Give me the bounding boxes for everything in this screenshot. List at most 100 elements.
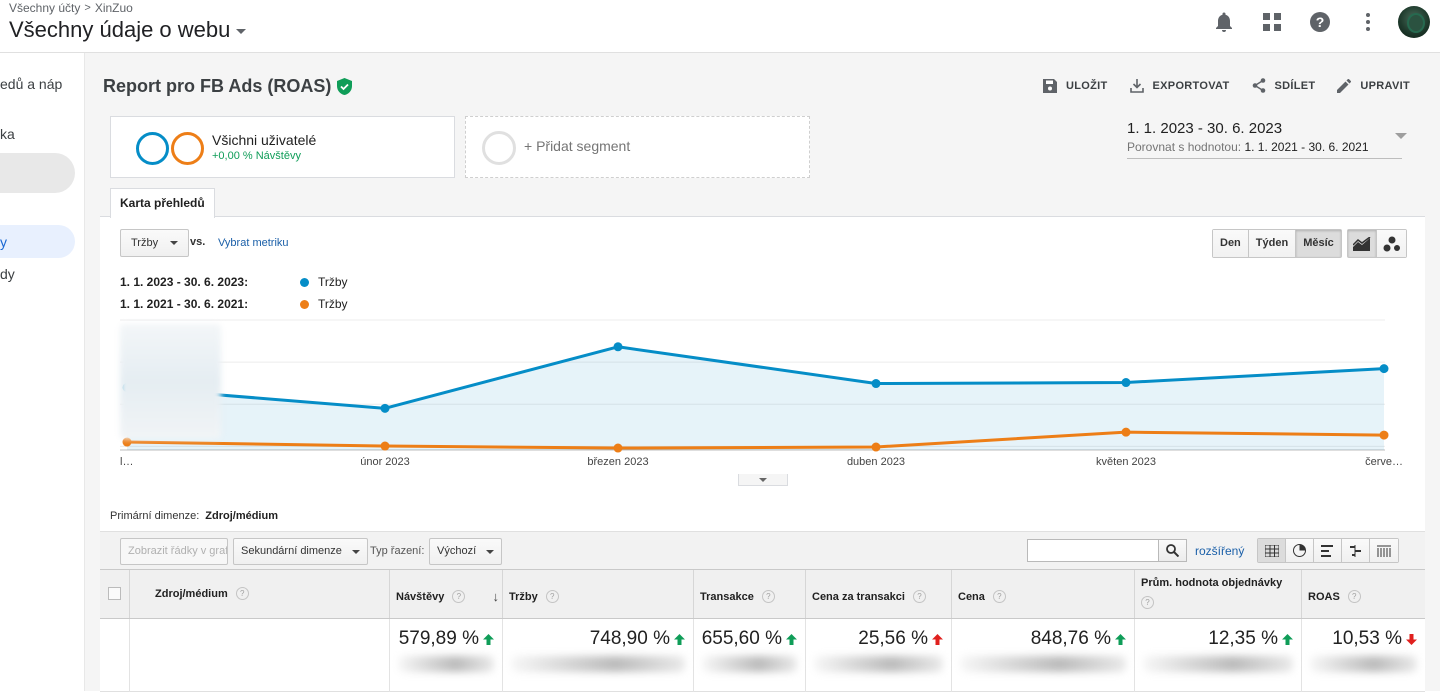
sort-type-select[interactable]: Výchozí — [429, 538, 503, 565]
bell-icon[interactable] — [1212, 10, 1236, 34]
total-cost-cell: 848,76 % — [952, 619, 1135, 692]
report-actions: ULOŽIT EXPORTOVAT SDÍLET UPRAVIT — [1043, 78, 1410, 93]
data-table: Zdroj/médium? Návštěvy? ↓ Tržby? Transakc… — [100, 569, 1425, 692]
breadcrumb-separator: > — [84, 2, 91, 14]
total-cost-per-transaction-cell: 25,56 % — [806, 619, 952, 692]
help-icon[interactable]: ? — [912, 590, 926, 603]
add-segment-button[interactable]: + Přidat segment — [465, 116, 810, 178]
sidebar-item-active[interactable] — [0, 225, 75, 258]
sort-desc-icon: ↓ — [492, 589, 500, 604]
legend-range: 1. 1. 2021 - 30. 6. 2021: — [120, 297, 249, 311]
chevron-down-icon — [236, 29, 247, 34]
save-button[interactable]: ULOŽIT — [1043, 78, 1108, 93]
motion-chart-icon[interactable] — [1377, 230, 1406, 257]
col-header-visits[interactable]: Návštěvy? ↓ — [390, 570, 503, 618]
metric-select[interactable]: Tržby — [120, 229, 190, 257]
performance-view-icon[interactable] — [1314, 539, 1342, 562]
total-visits: 579,89 % — [399, 628, 494, 650]
help-icon[interactable]: ? — [1141, 596, 1154, 609]
save-icon — [1043, 78, 1058, 93]
data-point — [380, 441, 390, 451]
total-cost: 848,76 % — [1031, 628, 1126, 650]
help-icon[interactable]: ? — [545, 590, 559, 603]
main-content: Report pro FB Ads (ROAS) ULOŽIT EXPORTOV… — [85, 53, 1440, 692]
totals-label-cell — [130, 619, 390, 692]
col-header-revenue[interactable]: Tržby? — [503, 570, 694, 618]
legend-row-compare: 1. 1. 2021 - 30. 6. 2021: Tržby — [120, 297, 348, 311]
svg-text:?: ? — [1316, 14, 1325, 30]
x-tick-label: l… — [120, 456, 133, 468]
sidebar-item-insights[interactable]: edů a náp — [0, 76, 63, 92]
sidebar-item-selected-group[interactable] — [0, 153, 75, 193]
select-metric-link[interactable]: Vybrat metriku — [218, 237, 289, 249]
help-icon[interactable]: ? — [992, 590, 1006, 603]
sidebar-item-reports[interactable]: y — [0, 234, 7, 250]
apps-grid-icon[interactable] — [1260, 10, 1284, 34]
pivot-view-icon[interactable] — [1370, 539, 1398, 562]
segment-ring-orange-icon — [171, 132, 204, 165]
export-button[interactable]: EXPORTOVAT — [1129, 78, 1230, 93]
col-header-transactions[interactable]: Transakce? — [694, 570, 806, 618]
chevron-down-icon — [351, 549, 360, 554]
tab-overview[interactable]: Karta přehledů — [110, 188, 215, 218]
legend-dot — [300, 299, 309, 309]
total-avg-order-value: 12,35 % — [1208, 628, 1293, 650]
comparison-view-icon[interactable] — [1342, 539, 1370, 562]
secondary-dim-label: Sekundární dimenze — [241, 545, 342, 557]
col-header-cost-per-transaction[interactable]: Cena za transakci? — [806, 570, 952, 618]
col-header-roas[interactable]: ROAS? — [1302, 570, 1425, 618]
more-vert-icon[interactable] — [1356, 10, 1380, 34]
breadcrumb-account[interactable]: XinZuo — [94, 1, 133, 15]
share-button[interactable]: SDÍLET — [1252, 78, 1316, 93]
arrow-up-green-icon — [1282, 633, 1293, 645]
series-line-0 — [126, 345, 1385, 410]
col-header-label: Prům. hodnota objednávky — [1141, 577, 1283, 589]
pie-view-icon[interactable] — [1286, 539, 1314, 562]
data-point — [871, 379, 881, 389]
period-week-button[interactable]: Týden — [1248, 230, 1297, 257]
segment-all-users[interactable]: Všichni uživatelé +0,00 % Návštěvy — [110, 116, 455, 178]
col-header-label: Transakce — [700, 590, 754, 603]
help-icon[interactable]: ? — [1308, 10, 1332, 34]
data-point — [1121, 378, 1131, 388]
primary-dim-value[interactable]: Zdroj/médium — [205, 510, 278, 522]
col-header-label: Cena za transakci — [812, 590, 905, 603]
edit-button[interactable]: UPRAVIT — [1337, 78, 1410, 93]
chevron-down-icon[interactable] — [1395, 133, 1407, 139]
col-header-source-medium[interactable]: Zdroj/médium? — [130, 570, 390, 618]
collapse-chart-handle[interactable] — [738, 474, 788, 486]
avatar[interactable] — [1398, 6, 1430, 38]
advanced-filter-link[interactable]: rozšířený — [1195, 544, 1245, 558]
help-icon[interactable]: ? — [1347, 590, 1361, 603]
total-value: 655,60 % — [701, 628, 782, 649]
select-all-checkbox[interactable] — [108, 587, 121, 600]
period-day-button[interactable]: Den — [1213, 230, 1249, 257]
show-rows-in-chart-button[interactable]: Zobrazit řádky v grafu — [120, 538, 228, 565]
date-range-compare: Porovnat s hodnotou: 1. 1. 2021 - 30. 6.… — [1127, 140, 1402, 159]
table-view-toggle — [1257, 538, 1399, 563]
report-panel: Tržby vs. Vybrat metriku Den Týden Měsíc… — [100, 216, 1425, 692]
primary-dimension: Primární dimenze: Zdroj/médium — [110, 510, 278, 522]
breadcrumb-all-accounts[interactable]: Všechny účty — [9, 1, 81, 15]
table-view-icon[interactable] — [1258, 539, 1286, 562]
property-selector[interactable]: Všechny údaje o webu — [9, 17, 247, 43]
breadcrumb: Všechny účty > XinZuo — [9, 1, 133, 15]
totals-checkbox-cell — [100, 619, 130, 692]
data-point — [613, 342, 623, 352]
series-line-1 — [126, 430, 1385, 450]
col-header-avg-order-value[interactable]: Prům. hodnota objednávky? — [1135, 570, 1302, 618]
help-icon[interactable]: ? — [761, 590, 775, 603]
table-search-input[interactable] — [1027, 539, 1159, 562]
sidebar-item-other[interactable]: dy — [0, 266, 15, 282]
secondary-dimension-select[interactable]: Sekundární dimenze — [233, 538, 368, 565]
total-value: 12,35 % — [1208, 628, 1278, 649]
search-icon[interactable] — [1158, 539, 1187, 562]
period-month-button[interactable]: Měsíc — [1296, 230, 1341, 257]
help-icon[interactable]: ? — [235, 587, 249, 600]
date-range-picker[interactable]: 1. 1. 2023 - 30. 6. 2023 Porovnat s hodn… — [1127, 120, 1402, 159]
line-chart-icon[interactable] — [1348, 230, 1377, 257]
sidebar-item-1[interactable]: ka — [0, 126, 15, 142]
col-header-cost[interactable]: Cena? — [952, 570, 1135, 618]
data-point — [1121, 427, 1131, 437]
help-icon[interactable]: ? — [452, 590, 466, 603]
